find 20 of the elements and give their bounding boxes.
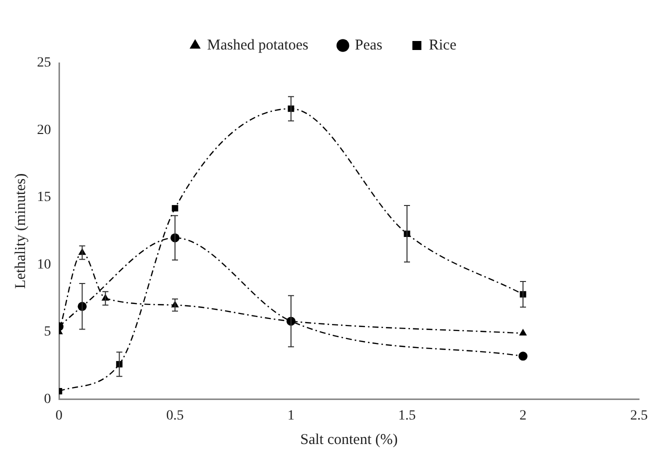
x-tick-label: 0 — [56, 408, 62, 424]
x-tick-label: 1 — [288, 408, 294, 424]
y-tick-label: 15 — [37, 190, 51, 206]
y-tick-label: 10 — [37, 257, 51, 272]
x-tick-label: 1.5 — [398, 408, 416, 424]
x-axis-title: Salt content (%) — [300, 432, 398, 448]
legend-label: Peas — [354, 37, 383, 54]
y-tick-label: 25 — [37, 56, 51, 71]
point — [519, 328, 527, 336]
x-tick-label: 2 — [520, 408, 526, 424]
point — [518, 352, 528, 361]
x-tick-label: 0.5 — [166, 408, 184, 424]
y-tick-label: 20 — [37, 122, 51, 138]
y-tick-label: 5 — [44, 324, 51, 340]
legend-label: Rice — [428, 37, 457, 54]
x-tick-label: 2.5 — [630, 408, 648, 424]
y-axis-title: Lethality (minutes) — [12, 173, 29, 289]
point — [172, 205, 178, 212]
legend-label: Mashed potatoes — [207, 37, 309, 54]
y-tick-label: 0 — [44, 392, 51, 407]
